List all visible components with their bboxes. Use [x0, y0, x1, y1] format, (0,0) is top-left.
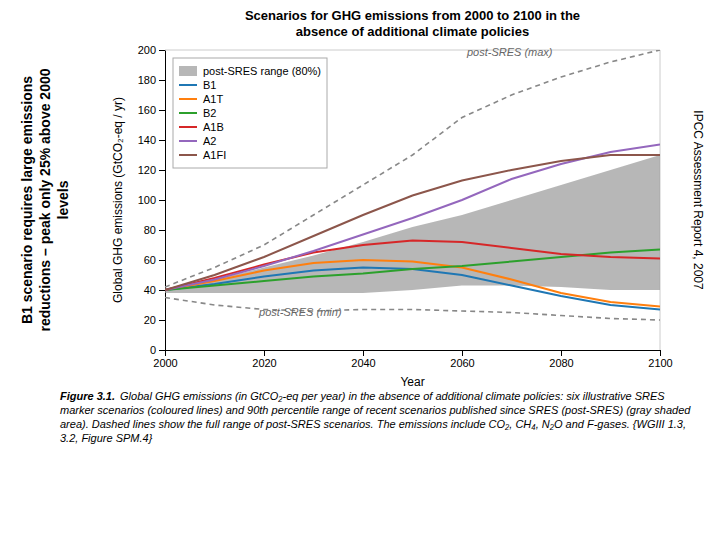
y-tick-mark — [159, 350, 165, 351]
legend-label: B1 — [203, 79, 216, 91]
y-axis-title: Global GHG emissions (GtCO₂-eq / yr) — [111, 97, 125, 303]
x-tick: 2080 — [549, 350, 573, 369]
x-tick: 2040 — [351, 350, 375, 369]
headline: B1 scenario requires large emissions — [19, 76, 35, 324]
legend-item: A2 — [179, 135, 216, 147]
y-tick: 140 — [138, 134, 165, 146]
x-tick: 2000 — [153, 350, 177, 369]
y-tick-label: 140 — [138, 134, 156, 146]
y-tick: 180 — [138, 74, 165, 86]
x-tick: 2100 — [648, 350, 672, 369]
y-tick: 120 — [138, 164, 165, 176]
y-tick-mark — [159, 200, 165, 201]
x-tick-mark — [264, 350, 265, 356]
legend-swatch — [179, 112, 197, 114]
legend-swatch — [179, 154, 197, 156]
y-tick: 160 — [138, 104, 165, 116]
y-tick-mark — [159, 290, 165, 291]
caption-label: Figure 3.1. — [60, 390, 115, 402]
headline: levels — [55, 180, 71, 219]
y-tick-label: 80 — [144, 224, 156, 236]
x-tick-label: 2080 — [549, 357, 573, 369]
x-tick-mark — [660, 350, 661, 356]
legend: post-SRES range (80%) B1 A1T B2 A1B A2 A1FI — [173, 58, 327, 168]
x-tick: 2060 — [450, 350, 474, 369]
y-tick-label: 40 — [144, 284, 156, 296]
y-axis: 0 20 40 60 80 100 120 140 160 180 200 — [138, 44, 166, 356]
caption: Global GHG emissions (in GtCO₂-eq per ye… — [60, 390, 693, 444]
legend-swatch — [179, 126, 197, 128]
y-tick-mark — [159, 260, 165, 261]
annotation: post-SRES (min) — [258, 306, 342, 318]
subtitle: absence of additional climate policies — [296, 24, 529, 39]
legend-label: A2 — [203, 135, 216, 147]
y-tick-label: 0 — [150, 344, 156, 356]
y-tick: 80 — [144, 224, 165, 236]
y-tick: 0 — [150, 344, 165, 356]
x-tick-mark — [561, 350, 562, 356]
legend-item: A1T — [179, 93, 223, 105]
y-tick: 60 — [144, 254, 165, 266]
legend-swatch — [179, 84, 197, 86]
x-tick-mark — [462, 350, 463, 356]
y-tick-label: 180 — [138, 74, 156, 86]
range-line — [165, 50, 660, 287]
plot-frame — [165, 50, 660, 51]
chart: Scenarios for GHG emissions from 2000 to… — [0, 0, 720, 540]
annotation: post-SRES (max) — [466, 46, 553, 58]
y-tick-label: 20 — [144, 314, 156, 326]
x-tick-label: 2020 — [252, 357, 276, 369]
scenario-line — [165, 268, 660, 310]
x-tick-label: 2060 — [450, 357, 474, 369]
y-tick-mark — [159, 230, 165, 231]
legend-item: post-SRES range (80%) — [179, 65, 321, 77]
y-tick-mark — [159, 140, 165, 141]
y-tick: 100 — [138, 194, 165, 206]
scenario-line — [165, 155, 660, 290]
title: Scenarios for GHG emissions from 2000 to… — [245, 8, 580, 23]
legend-item: B1 — [179, 79, 216, 91]
x-tick-mark — [363, 350, 364, 356]
legend-item: A1B — [179, 121, 224, 133]
legend-label: post-SRES range (80%) — [203, 65, 321, 77]
y-tick: 40 — [144, 284, 165, 296]
y-tick: 20 — [144, 314, 165, 326]
y-tick-label: 100 — [138, 194, 156, 206]
legend-box — [173, 58, 327, 168]
y-tick-label: 160 — [138, 104, 156, 116]
x-tick: 2020 — [252, 350, 276, 369]
y-axis-line — [159, 51, 166, 351]
plot-area — [165, 50, 660, 320]
y-tick-mark — [159, 170, 165, 171]
legend-swatch — [179, 98, 197, 100]
x-axis: 2000 2020 2040 2060 2080 2100 — [153, 350, 672, 369]
legend-label: B2 — [203, 107, 216, 119]
y-tick-mark — [159, 50, 165, 51]
source-note: IPCC Assessment Report 4, 2007 — [691, 110, 705, 290]
y-tick-label: 200 — [138, 44, 156, 56]
headline: reductions – peak only 25% above 2000 — [37, 68, 53, 331]
y-tick-label: 60 — [144, 254, 156, 266]
y-tick-label: 120 — [138, 164, 156, 176]
legend-label: A1T — [203, 93, 223, 105]
legend-swatch — [179, 66, 197, 76]
x-tick-label: 2040 — [351, 357, 375, 369]
x-tick-label: 2000 — [153, 357, 177, 369]
x-axis-title: Year — [400, 375, 424, 389]
y-tick-mark — [159, 110, 165, 111]
y-tick-mark — [159, 80, 165, 81]
legend-swatch — [179, 140, 197, 142]
y-tick: 200 — [138, 44, 165, 56]
legend-item: B2 — [179, 107, 216, 119]
legend-label: A1B — [203, 121, 224, 133]
x-tick-label: 2100 — [648, 357, 672, 369]
legend-label: A1FI — [203, 149, 226, 161]
legend-item: A1FI — [179, 149, 226, 161]
y-tick-mark — [159, 320, 165, 321]
x-axis-line — [166, 351, 661, 357]
